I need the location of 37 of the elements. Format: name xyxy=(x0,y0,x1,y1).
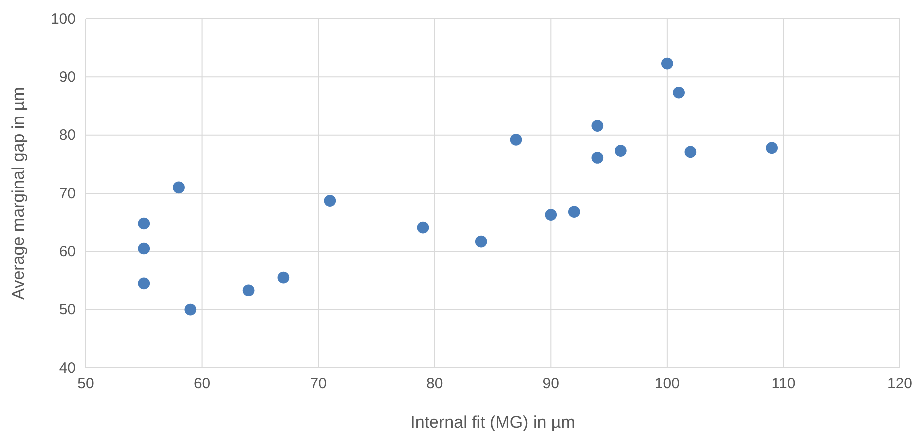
point xyxy=(417,222,430,234)
y-tick-label: 100 xyxy=(50,10,76,28)
y-axis-title: Average marginal gap in µm xyxy=(9,87,28,300)
x-tick-label: 80 xyxy=(426,376,444,393)
point xyxy=(662,58,674,70)
y-tick-label: 40 xyxy=(59,360,76,377)
point xyxy=(684,146,697,158)
point xyxy=(568,206,580,218)
x-axis-title: Internal fit (MG) in µm xyxy=(410,413,576,432)
x-tick-label: 100 xyxy=(654,376,680,393)
point xyxy=(510,134,522,146)
point xyxy=(475,236,488,248)
y-tick-label: 60 xyxy=(59,243,76,260)
x-tick-label: 120 xyxy=(887,376,913,393)
point xyxy=(592,152,604,164)
x-tick-label: 60 xyxy=(194,376,211,393)
point xyxy=(766,142,778,154)
y-tick-label: 80 xyxy=(59,127,76,144)
point xyxy=(324,195,336,207)
y-tick-label: 90 xyxy=(59,68,76,86)
point xyxy=(278,272,290,284)
point xyxy=(545,209,558,221)
point xyxy=(673,86,685,99)
x-tick-label: 110 xyxy=(772,376,796,393)
point xyxy=(138,278,150,290)
point xyxy=(614,145,627,157)
point xyxy=(173,182,185,194)
point xyxy=(242,284,255,297)
x-tick-label: 90 xyxy=(542,376,560,393)
point xyxy=(592,120,604,132)
y-tick-label: 50 xyxy=(59,302,76,319)
point xyxy=(138,218,150,230)
x-tick-label: 50 xyxy=(78,376,94,393)
point xyxy=(138,242,150,255)
x-tick-label: 70 xyxy=(310,376,327,393)
point xyxy=(184,304,197,316)
y-tick-label: 70 xyxy=(59,185,76,202)
